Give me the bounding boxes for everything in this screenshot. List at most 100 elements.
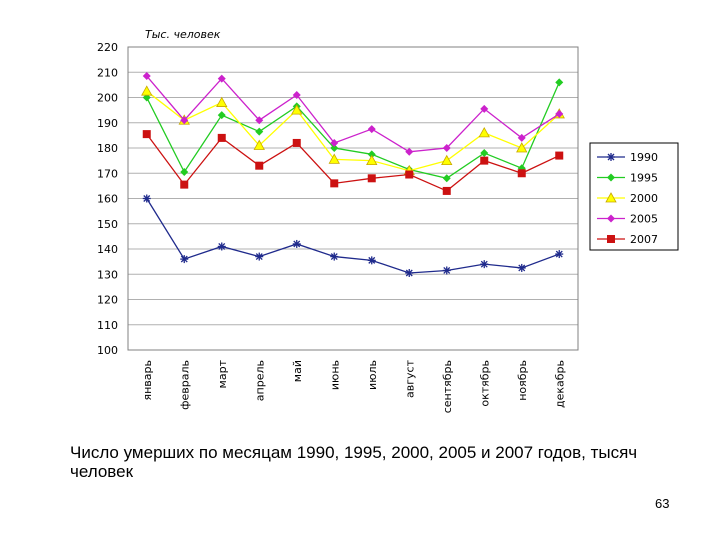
legend-label: 2000 <box>630 192 658 205</box>
data-point-1990 <box>517 263 526 272</box>
data-point-2007 <box>405 170 414 179</box>
data-point-1990 <box>367 256 376 265</box>
legend-label: 1995 <box>630 172 658 185</box>
y-tick-label: 210 <box>97 66 118 79</box>
data-point-2005 <box>217 74 226 83</box>
series-lines <box>141 72 565 277</box>
y-tick-label: 150 <box>97 218 118 231</box>
x-tick-label: май <box>291 360 304 382</box>
y-tick-label: 180 <box>97 142 118 155</box>
data-point-1990 <box>217 242 226 251</box>
legend-marker <box>607 214 615 223</box>
x-axis-month-labels: январь февраль март апрель май июнь июль август… <box>141 359 567 413</box>
data-point-1990 <box>292 239 301 248</box>
data-point-2005 <box>255 116 264 125</box>
data-point-1995 <box>180 167 189 176</box>
legend-frame <box>589 142 679 251</box>
data-point-2007 <box>367 174 376 183</box>
x-tick-label: январь <box>141 360 154 401</box>
data-point-2007 <box>292 138 301 147</box>
data-point-2005 <box>142 72 151 81</box>
legend-marker <box>607 153 615 161</box>
legend-label: 2007 <box>630 233 658 246</box>
y-tick-label: 170 <box>97 167 118 180</box>
data-point-2005 <box>405 147 414 156</box>
series-line-2005 <box>146 75 560 153</box>
data-point-2005 <box>330 138 339 147</box>
series-line-1995 <box>146 82 560 179</box>
y-tick-label: 190 <box>97 117 118 130</box>
page-number: 63 <box>655 496 670 511</box>
x-tick-label: октябрь <box>478 360 491 407</box>
data-point-2000 <box>253 139 265 150</box>
y-tick-label: 160 <box>97 193 118 206</box>
data-point-2000 <box>441 154 453 166</box>
data-point-2007 <box>330 179 339 188</box>
data-point-1990 <box>142 194 151 203</box>
data-point-2005 <box>367 125 376 134</box>
data-point-2007 <box>517 169 526 178</box>
slide-caption: Число умерших по месяцам 1990, 1995, 200… <box>70 443 638 481</box>
y-tick-label: 220 <box>97 41 118 54</box>
data-point-2007 <box>555 151 564 160</box>
y-tick-label: 200 <box>97 92 118 105</box>
series-1990 <box>142 194 564 277</box>
data-point-1995 <box>442 174 451 183</box>
data-point-1990 <box>405 268 414 277</box>
series-2007 <box>142 130 564 195</box>
data-point-2005 <box>517 133 526 142</box>
data-point-2000 <box>291 104 303 115</box>
data-point-2007 <box>480 156 489 165</box>
x-tick-label: август <box>403 359 416 398</box>
data-point-2000 <box>328 153 340 164</box>
data-point-2000 <box>366 154 378 166</box>
legend-label: 2005 <box>630 213 658 226</box>
series-line-2007 <box>146 133 560 192</box>
legend-marker <box>607 235 615 243</box>
series-2000 <box>141 85 565 176</box>
grid-lines <box>128 46 578 351</box>
legend-marker <box>607 173 615 182</box>
legend-label: 1990 <box>630 151 658 164</box>
data-point-1990 <box>555 250 564 259</box>
data-point-2005 <box>442 144 451 152</box>
plot-area-frame <box>127 46 579 351</box>
data-point-2005 <box>480 104 489 113</box>
data-point-2000 <box>516 142 528 153</box>
x-tick-label: ноябрь <box>516 360 529 401</box>
x-tick-label: апрель <box>253 360 266 401</box>
data-point-1990 <box>480 260 489 269</box>
data-point-2000 <box>478 127 490 138</box>
y-axis-tick-labels: 100 110 120 130 140 150 160 170 180 190 200 210 220 <box>97 41 118 357</box>
data-point-2007 <box>217 133 226 142</box>
y-tick-label: 140 <box>97 243 118 256</box>
data-point-2000 <box>141 85 153 96</box>
data-point-2005 <box>555 109 564 118</box>
data-point-1995 <box>367 150 376 159</box>
y-tick-label: 100 <box>97 344 118 357</box>
data-point-1995 <box>330 144 339 152</box>
y-tick-label: 110 <box>97 319 118 332</box>
series-line-1990 <box>146 198 560 274</box>
mortality-line-chart: Тыс. человек 100 110 120 130 140 150 160 170 180… <box>97 28 679 413</box>
x-tick-label: июль <box>366 360 379 390</box>
data-point-1990 <box>442 266 451 275</box>
legend: 1990 1995 2000 2005 2007 <box>589 142 679 251</box>
data-point-2007 <box>442 186 451 195</box>
series-2005 <box>142 72 564 156</box>
data-point-1995 <box>480 149 489 158</box>
y-axis-unit-label: Тыс. человек <box>145 28 221 41</box>
x-tick-label: июнь <box>328 360 341 390</box>
series-line-2000 <box>146 90 560 172</box>
data-point-2005 <box>292 90 301 99</box>
data-point-2005 <box>180 116 189 125</box>
y-tick-label: 130 <box>97 268 118 281</box>
data-point-1990 <box>255 252 264 261</box>
x-tick-label: февраль <box>178 360 191 410</box>
data-point-1995 <box>255 127 264 136</box>
legend-marker <box>605 192 617 203</box>
y-tick-label: 120 <box>97 294 118 307</box>
x-tick-label: сентябрь <box>441 360 454 413</box>
x-tick-label: март <box>216 359 229 388</box>
series-1995 <box>142 78 564 183</box>
